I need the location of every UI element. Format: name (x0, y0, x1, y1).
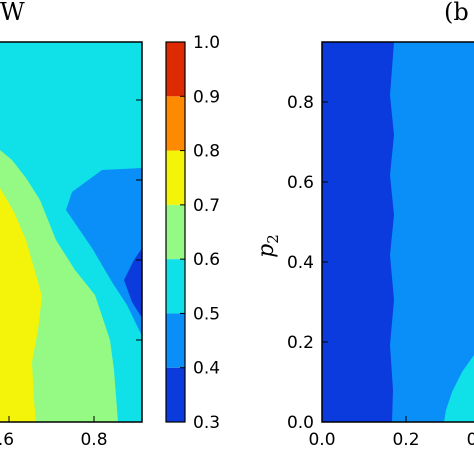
panel-b-y-tick-label: 0.8 (287, 93, 314, 113)
panel-b-x-tick-label: 0 (467, 430, 474, 450)
panel-a-x-tick-label: 0.8 (80, 430, 107, 450)
panel-b-y-axis-label: p2 (254, 234, 282, 258)
panel-b-x-tick-label: 0.2 (392, 430, 419, 450)
panel-b: 0.8 0.6 0.4 0.2 0.0 0.0 0.2 0 p2 (b (254, 0, 474, 450)
panel-a-x-tick-label: .6 (0, 430, 14, 450)
colorbar-segment (166, 313, 185, 368)
colorbar-tick-label: 1.0 (193, 33, 220, 53)
panel-b-y-tick-label: 0.6 (287, 173, 314, 193)
panel-b-frame (321, 41, 474, 423)
panel-a-right-ticks (136, 99, 142, 341)
colorbar-tick-label: 0.4 (193, 359, 220, 379)
colorbar-tick-label: 0.7 (193, 196, 220, 216)
contour-region-0.3-0.4 (124, 248, 142, 318)
colorbar-segment (166, 150, 185, 205)
colorbar-tick-label: 0.9 (193, 87, 220, 107)
colorbar-frame (165, 41, 186, 423)
colorbar-segment (166, 42, 185, 97)
panel-a-x-ticks (8, 416, 95, 422)
colorbar: 1.0 0.9 0.8 0.7 0.6 0.5 0.4 0.3 (165, 33, 220, 433)
panel-a-frame (0, 41, 143, 423)
contour-region-0.5-0.6 (444, 355, 474, 422)
colorbar-tick-label: 0.3 (193, 413, 220, 433)
panel-b-x-ticks (321, 416, 407, 422)
panel-b-label: (b (444, 0, 469, 26)
colorbar-tick-label: 0.8 (193, 142, 220, 162)
colorbar-segment (166, 367, 185, 422)
panel-a-label: W (0, 0, 25, 26)
panel-b-x-tick-label: 0.0 (308, 430, 335, 450)
panel-b-contours (322, 42, 474, 422)
panel-b-y-tick-label: 0.0 (287, 413, 314, 433)
panel-b-y-tick-label: 0.2 (287, 333, 314, 353)
panel-a-contours (0, 42, 142, 422)
colorbar-segment (166, 96, 185, 151)
colorbar-segment (166, 204, 185, 260)
contour-region-0.7-0.8 (0, 188, 42, 422)
panel-b-y-tick-label: 0.4 (287, 253, 314, 273)
colorbar-tick-label: 0.5 (193, 304, 220, 324)
panel-b-y-ticks (322, 101, 328, 423)
colorbar-tick-labels: 1.0 0.9 0.8 0.7 0.6 0.5 0.4 0.3 (180, 33, 220, 433)
contour-region-0.3-0.4 (322, 42, 394, 422)
colorbar-tick-label: 0.6 (193, 250, 220, 270)
panel-a: .6 0.8 W (0, 0, 143, 450)
colorbar-segments (166, 42, 185, 422)
contour-region-0.4-0.5 (66, 168, 142, 336)
colorbar-segment (166, 259, 185, 314)
